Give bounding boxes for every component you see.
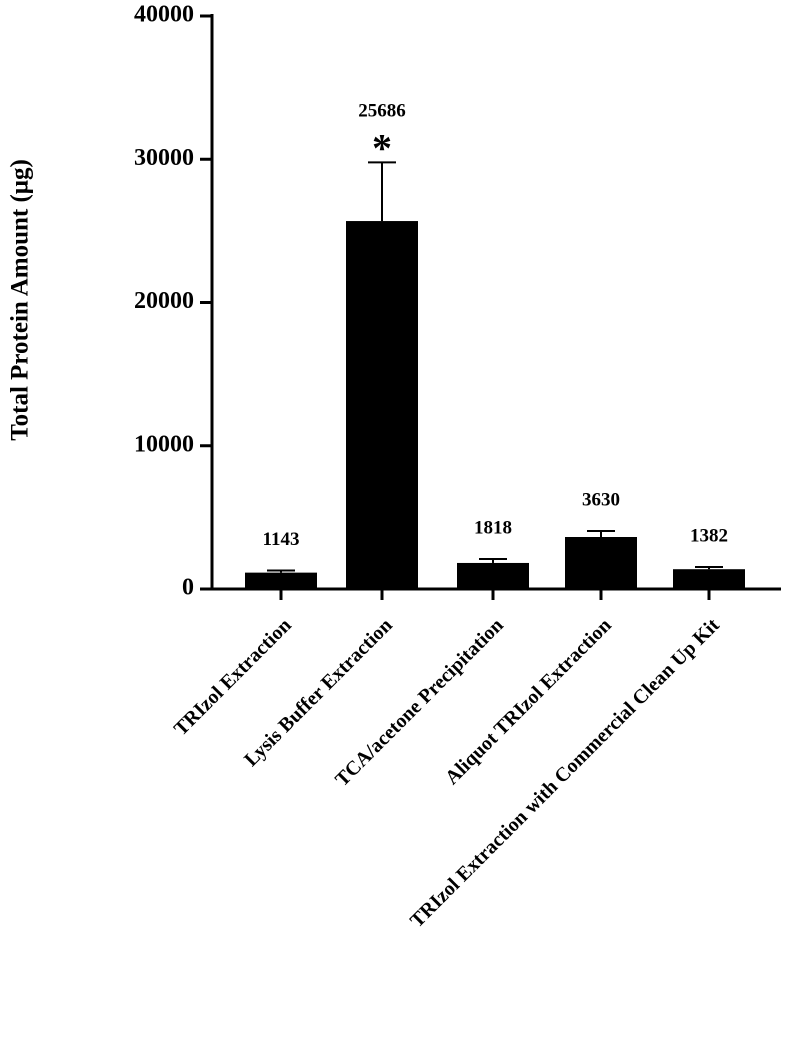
value-label: 3630 <box>582 489 620 510</box>
annotation: * <box>372 125 392 170</box>
y-tick-label: 10000 <box>134 431 194 457</box>
y-tick-label: 40000 <box>134 2 194 28</box>
bar <box>346 221 418 590</box>
y-axis-label: Total Protein Amount (μg) <box>7 159 34 441</box>
value-label: 1818 <box>474 517 512 538</box>
bar <box>245 572 317 589</box>
value-label: 25686 <box>358 101 406 122</box>
y-tick-label: 0 <box>182 575 194 601</box>
value-label: 1143 <box>263 529 300 550</box>
value-label: 1382 <box>690 525 728 546</box>
bar <box>457 562 529 589</box>
y-tick-label: 30000 <box>134 145 194 171</box>
bar <box>673 569 745 589</box>
y-tick-label: 20000 <box>134 288 194 314</box>
bar <box>565 537 637 589</box>
